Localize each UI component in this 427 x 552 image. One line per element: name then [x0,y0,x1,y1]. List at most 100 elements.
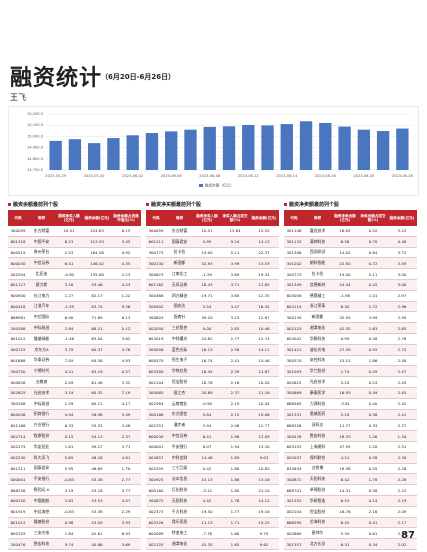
table-row: 600150 中国船舶 3.83 43.53 3.07 [8,495,141,507]
table-cell: 比亚迪 [28,268,55,280]
table-title: 融资净买额最前列个股 [146,200,279,210]
bar [107,138,120,170]
table-cell: 东方财富 [28,226,55,237]
author: 王飞 [10,93,26,102]
table-cell: 14.02 [331,247,359,259]
table-cell: 3.99 [221,257,249,270]
table-cell: 688328 [284,419,304,432]
x-tick-label: 2023-06-02 [122,174,143,178]
table-cell: 2.37 [387,419,417,432]
bar [222,126,236,170]
table-cell: 16.42 [249,301,279,313]
table-cell: 0.24 [359,376,387,388]
table-cell: 0.41 [359,517,387,529]
table-cell: 科大讯飞 [28,452,55,464]
table-cell: 82.17 [83,290,111,302]
table-cell: 6.13 [111,311,141,324]
table-row: 688981 中芯国际 6.90 71.69 6.13 [8,311,141,324]
table-cell: 2.53 [55,247,83,259]
table-cell: 2.06 [221,419,249,432]
table-cell: 0.70 [359,236,387,248]
table-cell: 6.45 [331,517,359,529]
table-cell: 002351 [146,419,166,432]
table-cell: 中科曙光 [166,333,193,345]
table-cell: 4.94 [55,409,83,421]
table-cell: 3.71 [221,279,249,291]
table-cell: 1.77 [221,506,249,518]
table-cell: 1.89 [221,452,249,464]
column-header: 融资余额(亿元) [249,210,279,226]
table-cell: 3.99 [359,311,387,324]
table-cell: 601166 [8,419,28,432]
table-cell: 2.39 [221,365,249,378]
table-cell: 002564 [146,398,166,410]
table-row: 600418 江淮汽车 -1.59 83.74 9.36 [8,301,141,313]
column-header: 代码 [146,210,166,226]
bar [261,125,274,170]
table-cell: 300773 [146,247,166,259]
column-header: 简称 [304,210,331,226]
table-cell: 1.22 [111,290,141,302]
table-cell: 3.94 [193,419,221,432]
table-cell: 2.47 [387,365,417,378]
table-cell: 27.39 [331,344,359,356]
table-cell: 浙江荣泰 [304,301,331,313]
column-header: 净买入额占成交额(%) [221,210,249,226]
table-row: 688565 力源科技 -3.81 0.40 2.42 [284,398,417,410]
table-cell: 3.19 [55,387,83,399]
table-cell: 603300 [146,365,166,378]
table-cell: 1.63 [359,322,387,334]
table-cell: 2.14 [387,527,417,540]
table-cell: 4.48 [387,236,417,248]
table-row: 300872 天阳科技 6.42 1.78 2.28 [284,473,417,486]
table-cell: 300925 [146,473,166,486]
table-row: 603019 中科曙光 24.82 2.77 12.74 [146,333,279,345]
table-cell: 002625 [284,376,304,388]
table-cell: 2.42 [387,398,417,410]
x-tick-label: 2023-06-14 [276,174,298,178]
table-cell: 603119 [284,301,304,313]
table-cell: 4.17 [111,398,141,410]
table-cell: 19.00 [331,268,359,280]
chart: 14,700.0 14,800.0 14,900.0 15,000.0 15,100.0… [8,106,419,196]
bar [376,131,390,170]
table-cell: 2.96 [387,301,417,313]
table-cell: 6.07 [193,441,221,453]
table-cell: 1.68 [221,527,249,540]
table-cell: 1.86 [221,473,249,486]
table-cell: 18.43 [193,279,221,291]
table-cell: 恒生电子 [166,355,193,367]
table-cell: 603019 [146,333,166,345]
table-cell: 2.09 [387,506,417,518]
table-cell: 3.16 [55,279,83,291]
table-row: 002555 三七互娱 0.42 1.88 10.82 [146,463,279,475]
table-cell: 600570 [146,355,166,367]
table-cell: 002860 [284,527,304,540]
table-cell: 300308 [8,322,28,334]
header-row: 代码 简称 融资净卖出额(亿元) 净卖出额占成交额(%) 融资余额(亿元) [284,210,417,226]
table-cell: 13.53 [249,257,279,270]
table-cell: 19.00 [193,247,221,259]
table-cell: 19.25 [249,517,279,529]
table-cell: 波长光电 [304,344,331,356]
table-cell: 000725 [8,344,28,356]
table-row: 002050 三花智控 0.00 2.83 10.48 [146,322,279,334]
table-cell: 13.09 [249,430,279,442]
table-cell: 002555 [146,463,166,475]
bar [165,131,178,170]
table-cell: 中信证券 [28,257,55,270]
x-tick-label: 2023-05-29 [45,174,67,178]
table-cell: 德恩精工 [304,290,331,302]
table-row: 000001 平安银行 6.07 1.94 13.30 [146,441,279,453]
table-row: 601919 中远海控 -0.63 43.38 2.29 [8,506,141,518]
page-title: 融资统计 [10,65,103,91]
table-cell: 002274 [8,441,28,453]
table-cell: 13.16 [249,473,279,486]
table-cell: 300059 [8,226,28,237]
table-cell: 2.28 [387,473,417,486]
table-cell: 2.19 [221,398,249,410]
table-cell: 2.41 [387,409,417,421]
table-cell: 2.22 [387,484,417,496]
table-row: 300623 江南化工 -1.59 3.89 19.34 [146,268,279,280]
